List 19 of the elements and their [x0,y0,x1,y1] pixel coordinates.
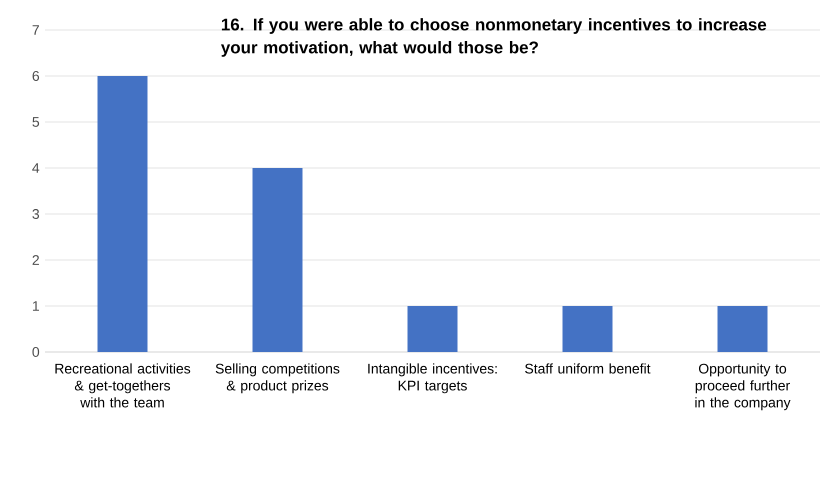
x-tick-label: Selling competitions & product prizes [216,363,340,394]
x-tick-label: Recreational activities & get-togethers with the team [55,363,190,408]
bar [252,168,302,352]
y-tick-label: 4 [32,163,40,173]
y-tick-label: 7 [32,25,39,35]
chart-title: 16. If you were able to choose nonmonetary incentives to increase your motivation, what would those be? [220,18,766,57]
y-tick-label: 0 [32,347,40,357]
y-tick-label: 5 [32,117,40,127]
x-tick-label: Opportunity to proceed further in the company [695,363,791,410]
x-tick-label: Intangible incentives: KPI targets [368,363,497,394]
bar [408,306,458,352]
bar [562,306,613,352]
y-tick-label: 3 [32,209,40,219]
bar [718,306,768,352]
x-tick-label: Staff uniform benefit [525,363,650,374]
y-tick-label: 2 [32,255,39,265]
y-tick-label: 6 [32,71,40,81]
y-tick-label: 1 [32,301,39,311]
bar [98,76,148,352]
